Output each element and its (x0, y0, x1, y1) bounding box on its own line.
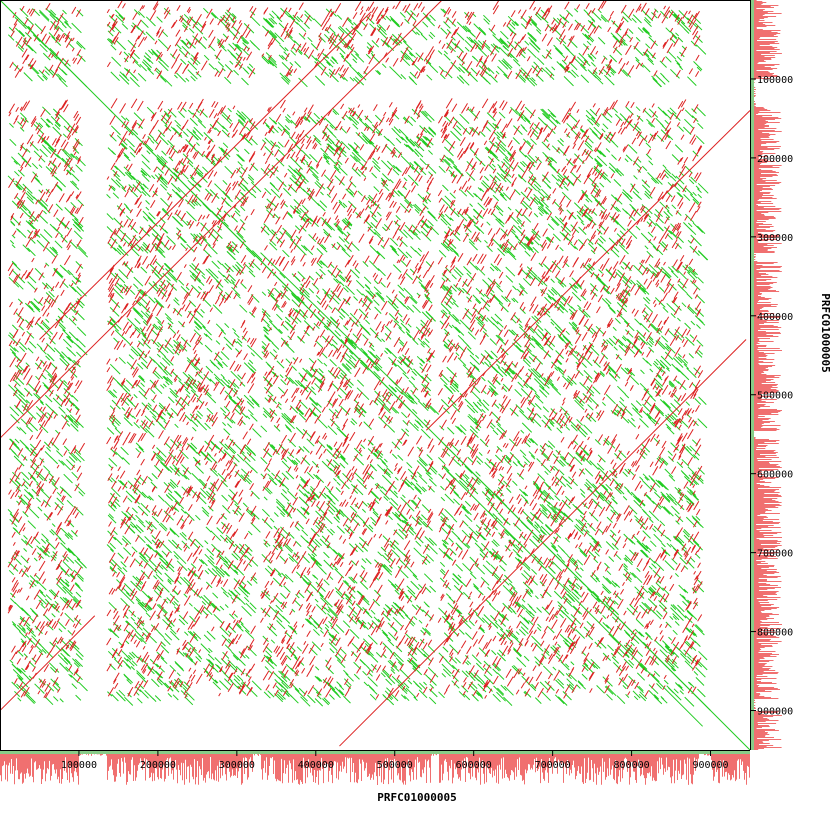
x-axis-ticks: 100000 200000 300000 400000 500000 600000 7000… (61, 750, 729, 771)
x-tick-label: 800000 (614, 760, 650, 771)
x-tick-label: 300000 (219, 760, 255, 771)
x-axis-title: PRFC01000005 (377, 791, 456, 804)
y-tick-label: 600000 (757, 470, 793, 481)
x-tick-label: 900000 (692, 760, 728, 771)
reverse-segment-2 (339, 339, 747, 747)
reverse-segment-0 (0, 0, 443, 439)
y-tick-label: 200000 (757, 154, 793, 165)
x-tick-label: 400000 (298, 760, 334, 771)
y-tick-label: 400000 (757, 312, 793, 323)
bottom-coverage-histogram (0, 751, 750, 785)
forward-segment-5 (441, 465, 703, 727)
x-tick-label: 100000 (61, 760, 97, 771)
x-tick-label: 200000 (140, 760, 176, 771)
forward-segment-2 (157, 157, 411, 411)
x-tick-label: 600000 (456, 760, 492, 771)
x-tick-label: 700000 (535, 760, 571, 771)
y-tick-label: 900000 (757, 707, 793, 718)
forward-segment-1 (3, 3, 88, 88)
y-tick-label: 100000 (757, 75, 793, 86)
right-histogram-base (751, 0, 754, 750)
alignment-segments (0, 0, 751, 751)
bottom-histogram-base (0, 751, 750, 754)
y-tick-label: 700000 (757, 549, 793, 560)
reverse-segment-3 (425, 110, 751, 431)
reverse-segment-4 (0, 615, 96, 711)
right-coverage-histogram (751, 0, 782, 750)
forward-match-dots (7, 7, 709, 707)
reverse-segment-1 (39, 11, 372, 340)
forward-segment-3 (441, 441, 711, 711)
x-tick-label: 500000 (377, 760, 413, 771)
reverse-match-dots (7, 0, 704, 699)
y-tick-label: 800000 (757, 628, 793, 639)
y-tick-label: 300000 (757, 233, 793, 244)
y-axis-title: PRFC01000005 (819, 293, 830, 372)
dot-matrix (7, 0, 709, 707)
y-axis-ticks: 100000 200000 300000 400000 500000 600000 7000… (750, 75, 793, 718)
y-tick-label: 500000 (757, 391, 793, 402)
forward-segment-4 (260, 252, 411, 400)
